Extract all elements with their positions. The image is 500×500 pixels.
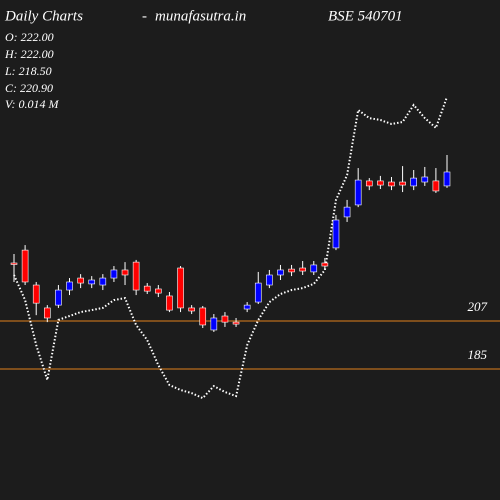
open-label: O: 222.00 <box>5 30 54 44</box>
candle-body <box>399 181 406 186</box>
candle-body <box>88 279 96 285</box>
candle-body <box>132 261 140 291</box>
volume-label: V: 0.014 M <box>5 97 60 111</box>
level-label: 207 <box>468 299 488 314</box>
candle-body <box>443 171 451 187</box>
candle-body <box>99 277 107 286</box>
candle-body <box>188 307 195 312</box>
candle-body <box>288 268 295 273</box>
symbol: BSE 540701 <box>328 8 403 24</box>
candle-body <box>155 288 162 294</box>
candle-body <box>10 262 18 265</box>
candle-body <box>110 269 118 279</box>
candle-body <box>421 176 429 183</box>
candle-body <box>277 269 284 276</box>
candle-body <box>199 307 207 326</box>
high-label: H: 222.00 <box>4 47 54 61</box>
candle-body <box>232 321 240 325</box>
candle-body <box>21 249 29 283</box>
candle-body <box>432 180 440 192</box>
candle-body <box>44 307 51 319</box>
candle-body <box>410 177 417 187</box>
candle-body <box>210 317 218 331</box>
candle-body <box>77 277 84 284</box>
candle-body <box>321 262 329 267</box>
candle-body <box>221 315 229 323</box>
chart-title: Daily Charts <box>4 8 83 24</box>
candle-body <box>377 180 384 186</box>
level-label: 185 <box>468 347 488 362</box>
close-label: C: 220.90 <box>5 81 53 95</box>
candle-body <box>66 281 73 291</box>
candle-body <box>55 289 62 306</box>
indicator-line <box>13 96 448 400</box>
candle-body <box>266 274 273 286</box>
candle-body <box>310 264 318 273</box>
candle-body <box>166 295 173 311</box>
candle-body <box>354 179 362 206</box>
site-name: munafasutra.in <box>155 8 246 24</box>
candle-body <box>177 267 184 309</box>
candle-body <box>388 181 395 187</box>
candle-body <box>143 285 151 292</box>
candle-body <box>365 180 373 187</box>
candle-body <box>254 282 262 303</box>
candle-body <box>243 304 251 310</box>
candle-body <box>32 284 40 304</box>
low-label: L: 218.50 <box>4 64 52 78</box>
candle-body <box>299 267 306 272</box>
candle-body <box>343 206 351 218</box>
separator: - <box>142 8 147 24</box>
candle-body <box>332 219 340 249</box>
candle-body <box>121 269 129 276</box>
